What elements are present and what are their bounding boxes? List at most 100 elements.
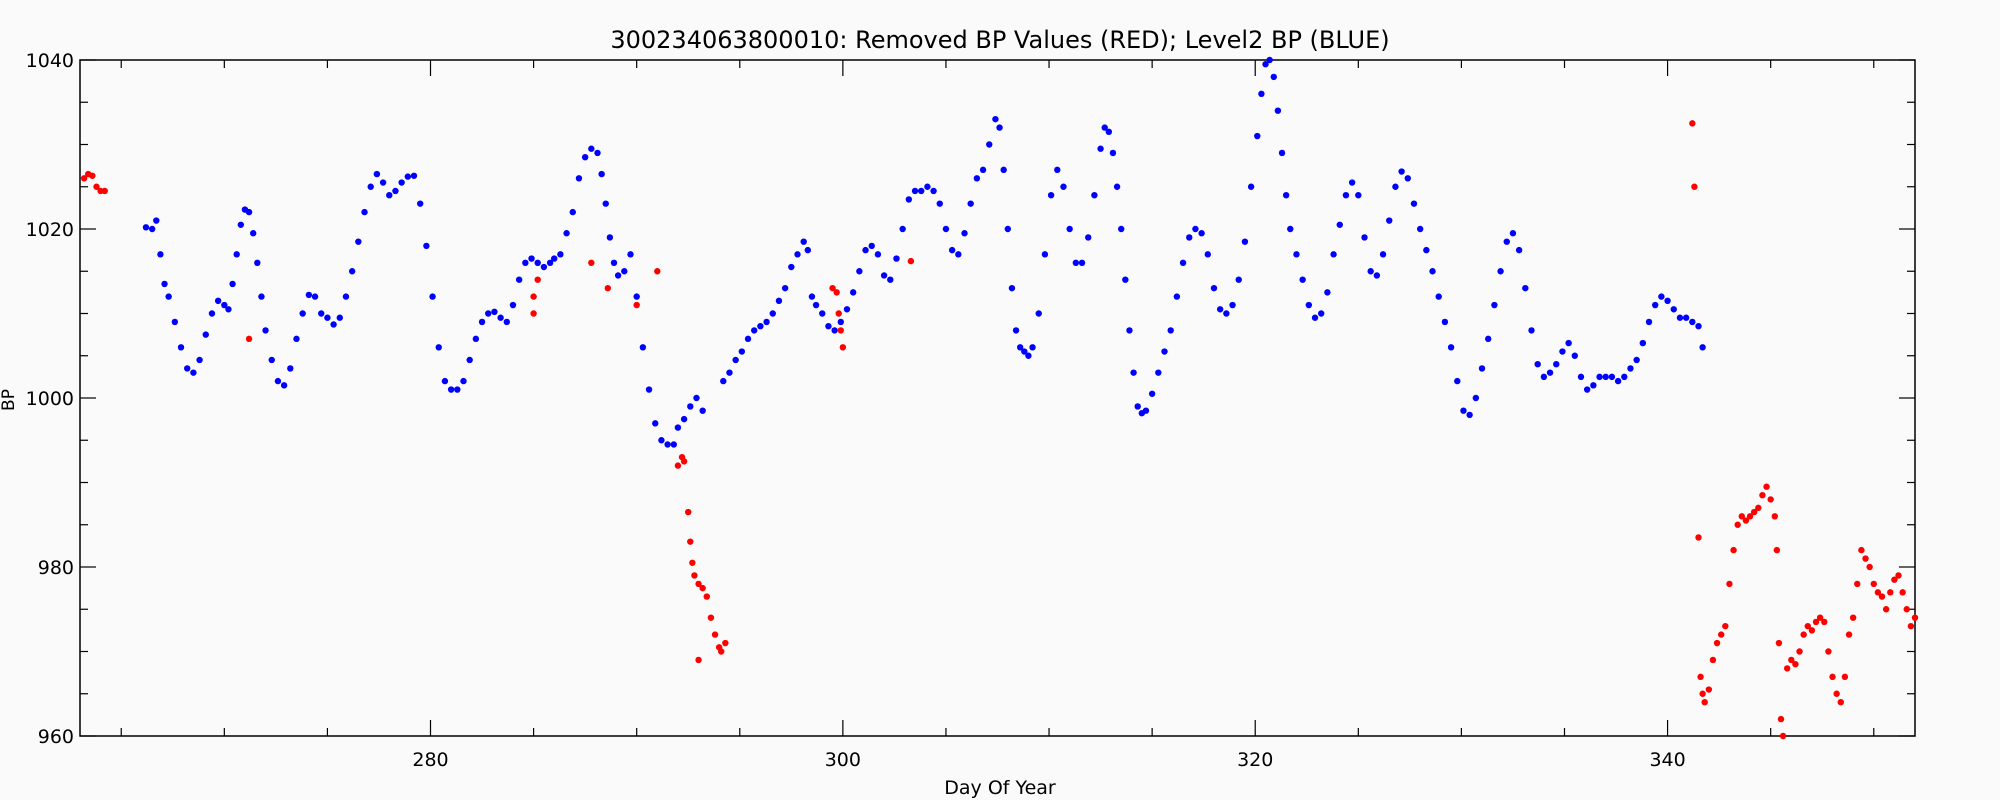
data-point bbox=[1478, 365, 1486, 372]
data-point bbox=[1777, 715, 1785, 723]
data-point bbox=[305, 291, 313, 299]
data-point bbox=[1878, 593, 1886, 600]
data-point bbox=[1614, 377, 1622, 385]
data-point bbox=[1386, 217, 1393, 224]
data-point bbox=[1130, 369, 1137, 376]
data-point bbox=[1241, 238, 1249, 245]
data-point bbox=[299, 310, 306, 317]
data-point bbox=[161, 280, 168, 288]
data-point bbox=[887, 276, 894, 283]
data-point bbox=[1204, 251, 1212, 258]
data-point bbox=[718, 648, 725, 655]
data-point bbox=[1173, 293, 1181, 300]
data-point bbox=[849, 289, 857, 296]
data-point bbox=[386, 192, 393, 199]
chart-title: 300234063800010: Removed BP Values (RED)… bbox=[610, 26, 1389, 54]
data-point bbox=[196, 356, 203, 364]
data-point bbox=[1491, 301, 1498, 309]
data-point bbox=[680, 415, 688, 423]
data-point bbox=[1907, 622, 1915, 630]
data-point bbox=[1515, 246, 1523, 254]
data-point bbox=[687, 538, 694, 545]
data-point bbox=[604, 284, 612, 292]
data-point bbox=[703, 593, 710, 600]
data-point bbox=[1398, 168, 1405, 175]
data-point bbox=[93, 183, 100, 190]
data-point bbox=[1355, 192, 1362, 199]
data-point bbox=[788, 263, 795, 271]
data-point bbox=[707, 614, 715, 621]
data-point bbox=[1198, 230, 1205, 237]
data-point bbox=[726, 369, 733, 376]
data-point bbox=[190, 369, 197, 376]
data-point bbox=[528, 255, 535, 262]
data-point bbox=[804, 246, 812, 254]
data-point bbox=[1041, 251, 1049, 258]
data-point bbox=[503, 318, 510, 326]
data-point bbox=[1862, 555, 1869, 562]
data-point bbox=[1016, 344, 1024, 351]
data-point bbox=[202, 331, 209, 338]
data-point bbox=[769, 310, 776, 317]
data-point bbox=[1101, 124, 1108, 131]
data-point bbox=[862, 246, 869, 254]
data-point bbox=[1895, 572, 1902, 579]
data-point bbox=[1447, 344, 1455, 351]
data-point bbox=[856, 268, 863, 275]
data-point bbox=[1775, 639, 1783, 647]
data-point bbox=[287, 365, 294, 372]
data-point bbox=[639, 344, 647, 351]
data-point bbox=[1235, 276, 1242, 283]
data-point bbox=[1689, 120, 1696, 127]
data-point bbox=[674, 462, 682, 469]
data-point bbox=[254, 259, 261, 266]
data-point bbox=[1621, 373, 1628, 381]
data-point bbox=[1755, 504, 1762, 512]
data-point bbox=[602, 200, 609, 207]
data-point bbox=[1825, 648, 1832, 655]
data-point bbox=[262, 327, 269, 334]
data-point bbox=[1804, 622, 1811, 630]
data-point bbox=[1311, 314, 1319, 321]
data-point bbox=[557, 251, 564, 258]
data-point bbox=[1670, 306, 1677, 313]
data-point bbox=[101, 187, 108, 195]
data-point bbox=[472, 335, 480, 343]
data-point bbox=[973, 175, 981, 182]
x-tick-label: 280 bbox=[412, 749, 448, 771]
data-point bbox=[606, 234, 614, 241]
data-point bbox=[996, 124, 1003, 131]
data-point bbox=[1348, 179, 1356, 186]
data-point bbox=[540, 263, 548, 271]
data-point bbox=[905, 196, 913, 203]
data-point bbox=[1759, 491, 1766, 499]
data-point bbox=[1699, 690, 1706, 697]
data-point bbox=[1911, 614, 1919, 621]
data-point bbox=[1373, 272, 1381, 279]
data-point bbox=[1072, 259, 1080, 266]
data-point bbox=[1485, 335, 1492, 343]
data-point bbox=[373, 170, 381, 178]
data-point bbox=[1113, 183, 1121, 190]
data-point bbox=[1730, 546, 1737, 554]
data-point bbox=[1472, 394, 1480, 402]
data-point bbox=[738, 348, 746, 355]
data-point bbox=[1691, 183, 1698, 190]
data-point bbox=[1858, 546, 1865, 554]
data-point bbox=[1254, 132, 1261, 140]
data-point bbox=[1008, 284, 1016, 292]
data-point bbox=[1142, 407, 1150, 414]
data-point bbox=[1522, 284, 1529, 292]
data-point bbox=[1689, 318, 1696, 326]
data-point bbox=[355, 238, 362, 245]
y-tick-label: 980 bbox=[38, 557, 74, 579]
data-point bbox=[1247, 183, 1255, 190]
data-point bbox=[1874, 589, 1882, 596]
data-point bbox=[1091, 192, 1098, 199]
data-point bbox=[268, 356, 275, 364]
data-point bbox=[1734, 521, 1741, 528]
data-point bbox=[1266, 56, 1273, 64]
data-point bbox=[497, 314, 504, 321]
data-point bbox=[1870, 580, 1877, 588]
